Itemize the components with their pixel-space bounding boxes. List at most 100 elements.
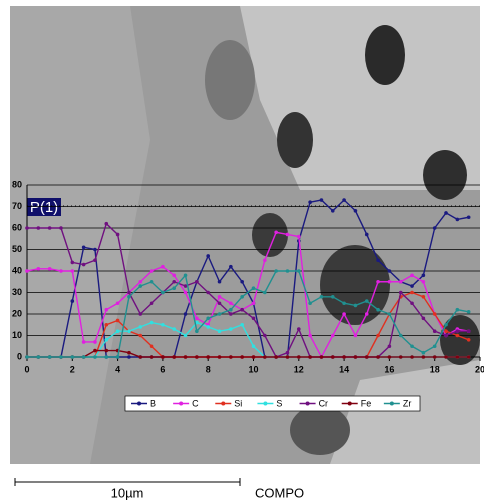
point — [252, 286, 256, 290]
point — [410, 355, 414, 359]
point — [297, 327, 301, 331]
point — [127, 355, 131, 359]
point — [433, 312, 437, 316]
point — [308, 334, 312, 338]
point — [376, 334, 380, 338]
point — [240, 295, 244, 299]
point — [150, 355, 154, 359]
point — [410, 344, 414, 348]
point — [93, 355, 97, 359]
point — [48, 226, 52, 230]
point — [308, 200, 312, 204]
point — [331, 355, 335, 359]
point — [127, 291, 131, 295]
dark-phase — [365, 25, 405, 85]
point — [138, 312, 142, 316]
y-tick-label: 50 — [12, 244, 22, 254]
dark-phase — [290, 405, 350, 455]
point — [444, 211, 448, 215]
point — [184, 274, 188, 278]
point — [138, 280, 142, 284]
x-tick-label: 2 — [70, 364, 75, 374]
point — [82, 246, 86, 250]
point — [410, 301, 414, 305]
point — [229, 308, 233, 312]
grey-phase — [205, 40, 255, 120]
point — [184, 355, 188, 359]
point — [138, 284, 142, 288]
x-tick-label: 20 — [475, 364, 484, 374]
point — [229, 327, 233, 331]
point — [37, 355, 41, 359]
point — [127, 295, 131, 299]
point — [444, 329, 448, 333]
legend-marker — [137, 402, 141, 406]
legend-label: Fe — [361, 398, 372, 408]
legend-marker — [263, 402, 267, 406]
mode-label: COMPO — [255, 485, 304, 500]
point — [71, 355, 75, 359]
point — [376, 258, 380, 262]
point — [218, 355, 222, 359]
point — [354, 209, 358, 213]
point — [116, 329, 120, 333]
point — [138, 355, 142, 359]
y-tick-label: 60 — [12, 222, 22, 232]
point — [71, 261, 75, 265]
point — [342, 198, 346, 202]
point — [252, 344, 256, 348]
point — [59, 269, 63, 273]
point — [331, 209, 335, 213]
point — [206, 355, 210, 359]
point — [297, 235, 301, 239]
point — [59, 355, 63, 359]
point — [184, 312, 188, 316]
point — [218, 312, 222, 316]
point — [286, 355, 290, 359]
point — [422, 351, 426, 355]
legend-marker — [390, 402, 394, 406]
point — [161, 291, 165, 295]
point — [93, 258, 97, 262]
scale-label: 10µm — [111, 485, 144, 500]
point — [399, 291, 403, 295]
x-tick-label: 16 — [384, 364, 394, 374]
point — [365, 233, 369, 237]
point — [150, 280, 154, 284]
chart: 10µm COMPO P(1) 010203040506070800246810… — [0, 0, 484, 502]
annotation: P(1) — [30, 199, 58, 216]
legend-marker — [348, 402, 352, 406]
point — [376, 355, 380, 359]
point — [433, 355, 437, 359]
legend-label: Cr — [319, 398, 329, 408]
point — [127, 351, 131, 355]
point — [399, 355, 403, 359]
point — [218, 295, 222, 299]
point — [252, 355, 256, 359]
point — [331, 334, 335, 338]
point — [388, 269, 392, 273]
dark-phase — [423, 150, 467, 200]
y-tick-label: 30 — [12, 287, 22, 297]
point — [240, 280, 244, 284]
point — [354, 334, 358, 338]
point — [252, 317, 256, 321]
point — [71, 269, 75, 273]
point — [433, 329, 437, 333]
point — [195, 329, 199, 333]
point — [365, 312, 369, 316]
point — [127, 329, 131, 333]
y-tick-label: 70 — [12, 201, 22, 211]
x-tick-label: 18 — [430, 364, 440, 374]
point — [342, 312, 346, 316]
point — [138, 325, 142, 329]
point — [297, 355, 301, 359]
x-tick-label: 8 — [206, 364, 211, 374]
point — [444, 334, 448, 338]
point — [150, 301, 154, 305]
dark-phase — [277, 112, 313, 168]
point — [195, 317, 199, 321]
point — [365, 299, 369, 303]
point — [150, 344, 154, 348]
point — [37, 267, 41, 271]
